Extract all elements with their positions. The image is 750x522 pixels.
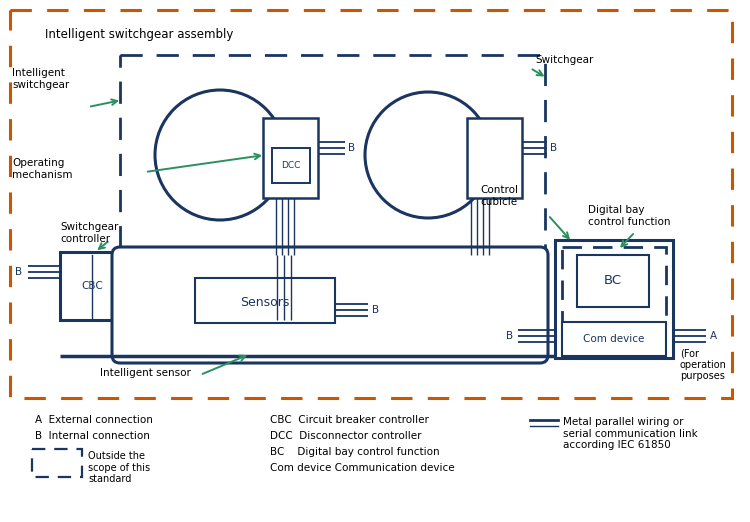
Text: BC: BC xyxy=(604,275,622,288)
Text: Outside the
scope of this
standard: Outside the scope of this standard xyxy=(88,451,150,484)
Bar xyxy=(555,240,673,358)
Bar xyxy=(10,10,732,398)
Text: B: B xyxy=(550,143,557,153)
Bar xyxy=(562,247,666,322)
Bar xyxy=(60,252,125,320)
Text: BC    Digital bay control function: BC Digital bay control function xyxy=(270,447,440,457)
Text: A  External connection: A External connection xyxy=(35,415,153,425)
Text: B: B xyxy=(506,331,513,341)
Bar xyxy=(467,118,522,198)
Bar xyxy=(577,255,649,307)
Text: DCC: DCC xyxy=(281,161,301,171)
Text: Operating
mechanism: Operating mechanism xyxy=(12,158,73,180)
Text: B  Internal connection: B Internal connection xyxy=(35,431,150,441)
Text: DCC  Disconnector controller: DCC Disconnector controller xyxy=(270,431,422,441)
Text: Metal parallel wiring or
serial communication link
according IEC 61850: Metal parallel wiring or serial communic… xyxy=(563,417,698,450)
Text: Com device Communication device: Com device Communication device xyxy=(270,463,454,473)
Text: Digital bay
control function: Digital bay control function xyxy=(588,205,670,227)
Text: (For
operation
purposes: (For operation purposes xyxy=(680,348,727,381)
Text: Control
cubicle: Control cubicle xyxy=(480,185,518,207)
Bar xyxy=(272,148,310,183)
Bar xyxy=(32,449,82,477)
Bar xyxy=(263,118,318,198)
Text: Com device: Com device xyxy=(584,334,645,344)
Text: CBC  Circuit breaker controller: CBC Circuit breaker controller xyxy=(270,415,429,425)
Bar xyxy=(562,322,666,356)
Text: Sensors: Sensors xyxy=(240,295,290,309)
Bar xyxy=(195,278,335,323)
Text: B: B xyxy=(348,143,355,153)
Bar xyxy=(120,55,545,250)
Text: Switchgear: Switchgear xyxy=(535,55,593,65)
Text: A: A xyxy=(710,331,717,341)
Text: Switchgear
controller: Switchgear controller xyxy=(60,222,118,244)
Text: B: B xyxy=(372,305,379,315)
Text: Intelligent switchgear assembly: Intelligent switchgear assembly xyxy=(45,28,233,41)
Text: CBC: CBC xyxy=(81,281,103,291)
Text: Intelligent sensor: Intelligent sensor xyxy=(100,368,190,378)
Text: Intelligent
switchgear: Intelligent switchgear xyxy=(12,68,69,90)
FancyBboxPatch shape xyxy=(112,247,548,363)
Text: B: B xyxy=(15,267,22,277)
